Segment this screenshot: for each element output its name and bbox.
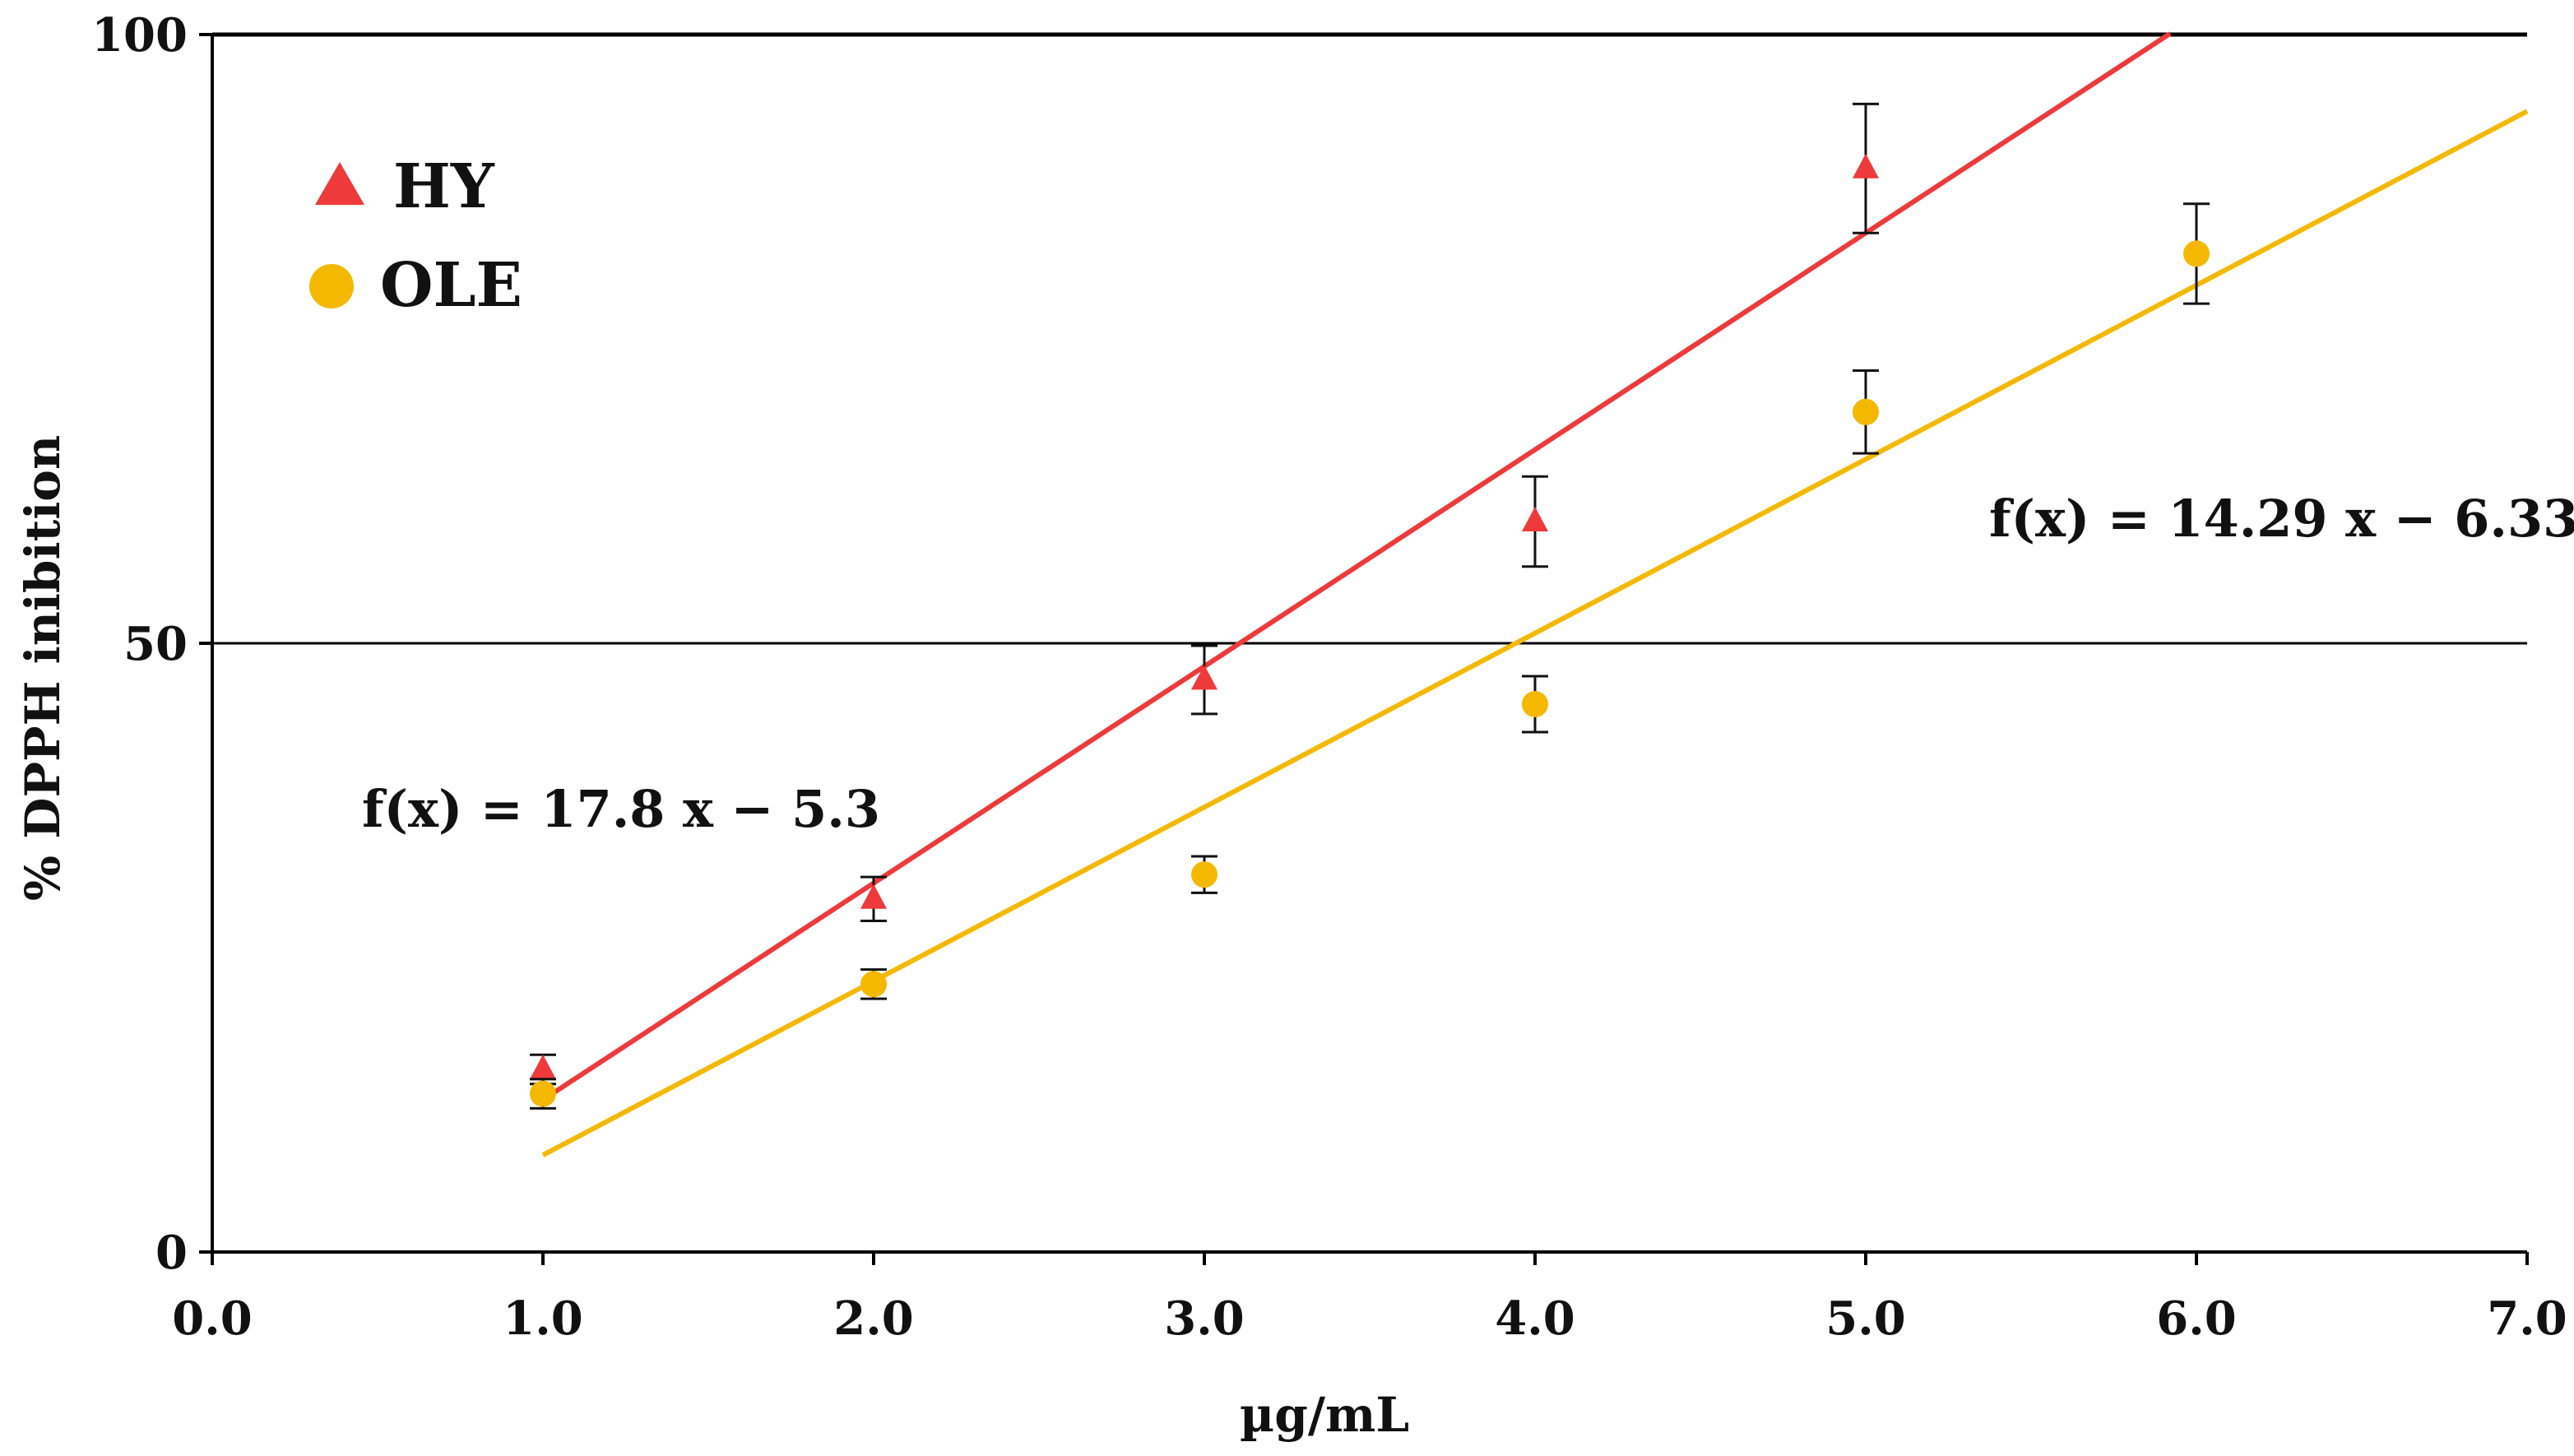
ole-point	[1522, 675, 1548, 734]
y-tick-label: 0	[155, 1226, 188, 1280]
ole-point	[1853, 369, 1879, 455]
hy-point	[1522, 475, 1548, 568]
x-tick-label: 2.0	[833, 1291, 913, 1346]
hy-point	[1191, 644, 1217, 716]
x-tick-label: 3.0	[1164, 1291, 1244, 1346]
ole-point	[860, 968, 887, 1000]
hy-fit-line	[541, 31, 2172, 1102]
hy-marker	[1191, 665, 1217, 690]
ole-marker	[530, 1080, 556, 1107]
hy-fit-equation: f(x) = 17.8 x − 5.3	[362, 779, 880, 839]
x-tick-label: 6.0	[2156, 1291, 2236, 1346]
x-tick-label: 0.0	[172, 1291, 252, 1346]
x-tick-label: 7.0	[2487, 1291, 2567, 1346]
x-tick-label: 5.0	[1825, 1291, 1905, 1346]
legend-hy-triangle-icon	[315, 162, 364, 205]
legend-hy-label: HY	[393, 151, 495, 222]
x-tick-label: 1.0	[503, 1291, 582, 1346]
legend: HY OLE	[309, 151, 522, 321]
hy-marker	[1522, 507, 1548, 531]
hy-point	[860, 875, 887, 922]
y-ticks: 0 50 100	[91, 8, 212, 1280]
hy-point	[1853, 102, 1879, 234]
ole-point	[2183, 202, 2210, 305]
ole-marker	[1853, 398, 1879, 425]
series-marks	[530, 102, 2210, 1110]
y-axis-title: % DPPH inibition	[15, 435, 71, 901]
y-tick-label: 50	[123, 617, 188, 671]
ole-marker	[860, 971, 887, 998]
x-ticks: 0.0 1.0 2.0 3.0 4.0 5.0 6.0 7.0	[172, 1252, 2567, 1346]
legend-ole-label: OLE	[380, 250, 522, 321]
ole-marker	[1191, 861, 1217, 888]
hy-marker	[530, 1055, 556, 1079]
ole-point	[1191, 855, 1217, 894]
hy-marker	[860, 883, 887, 909]
ole-fit-equation: f(x) = 14.29 x − 6.33	[1989, 489, 2574, 549]
ole-marker	[1522, 691, 1548, 717]
x-axis-title: µg/mL	[1240, 1387, 1409, 1443]
legend-ole-circle-icon	[309, 264, 354, 308]
ole-marker	[2183, 240, 2210, 267]
x-tick-label: 4.0	[1495, 1291, 1575, 1346]
hy-marker	[1853, 153, 1879, 179]
ole-point	[530, 1078, 556, 1110]
y-tick-label: 100	[91, 8, 188, 63]
